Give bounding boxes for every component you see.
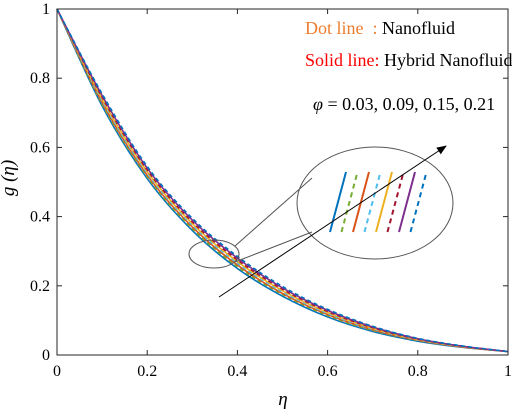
series-line-7: [56, 8, 509, 353]
x-axis-label: η: [278, 389, 287, 410]
inset-segment-2: [340, 171, 359, 233]
inset-segment-5: [375, 171, 393, 233]
legend-dot-sep: :: [364, 18, 383, 38]
x-tick-label: 0.2: [137, 363, 157, 380]
zoom-inset-ellipse: [296, 146, 454, 260]
inset-segment-4: [363, 171, 382, 233]
inset-segment-1: [329, 171, 347, 233]
legend-solid-key: Solid line:: [305, 50, 380, 70]
phi-symbol: φ: [313, 94, 323, 114]
phi-annotation: φ = 0.03, 0.09, 0.15, 0.21: [313, 94, 495, 114]
y-tick-label: 0: [42, 347, 50, 364]
y-axis-label: g (η): [0, 160, 19, 196]
y-tick-label: 1: [42, 1, 50, 18]
plot-frame: [56, 8, 509, 356]
y-tick-label: 0.4: [30, 209, 50, 226]
series-line-2: [56, 8, 509, 353]
inset-segment-7: [398, 171, 416, 233]
x-tick-label: 0.8: [408, 363, 428, 380]
legend-dot-value: Nanofluid: [382, 18, 455, 38]
inset-segment-8: [409, 171, 428, 233]
legend-solid-value: Hybrid Nanofluid: [380, 50, 512, 70]
phi-values: = 0.03, 0.09, 0.15, 0.21: [323, 94, 495, 114]
series-layer: [56, 8, 509, 353]
legend-solid-line: Solid line: Hybrid Nanofluid: [305, 50, 512, 70]
x-tick-label: 0.4: [227, 363, 247, 380]
y-tick-label: 0.6: [30, 139, 50, 156]
trend-arrow: [218, 145, 447, 298]
x-tick-label: 0: [53, 363, 61, 380]
x-tick-label: 0.6: [318, 363, 338, 380]
legend-dot-line: Dot line : Nanofluid: [305, 18, 455, 38]
inset-segment-6: [386, 171, 405, 233]
zoom-source-ellipse: [188, 239, 240, 269]
legend-dot-key: Dot line: [305, 18, 364, 38]
series-line-1: [56, 8, 509, 353]
y-tick-label: 0.2: [30, 278, 50, 295]
zoom-connector-bottom: [234, 231, 313, 263]
x-tick-label: 1: [504, 363, 512, 380]
series-line-8: [56, 8, 509, 353]
y-tick-label: 0.8: [30, 70, 50, 87]
